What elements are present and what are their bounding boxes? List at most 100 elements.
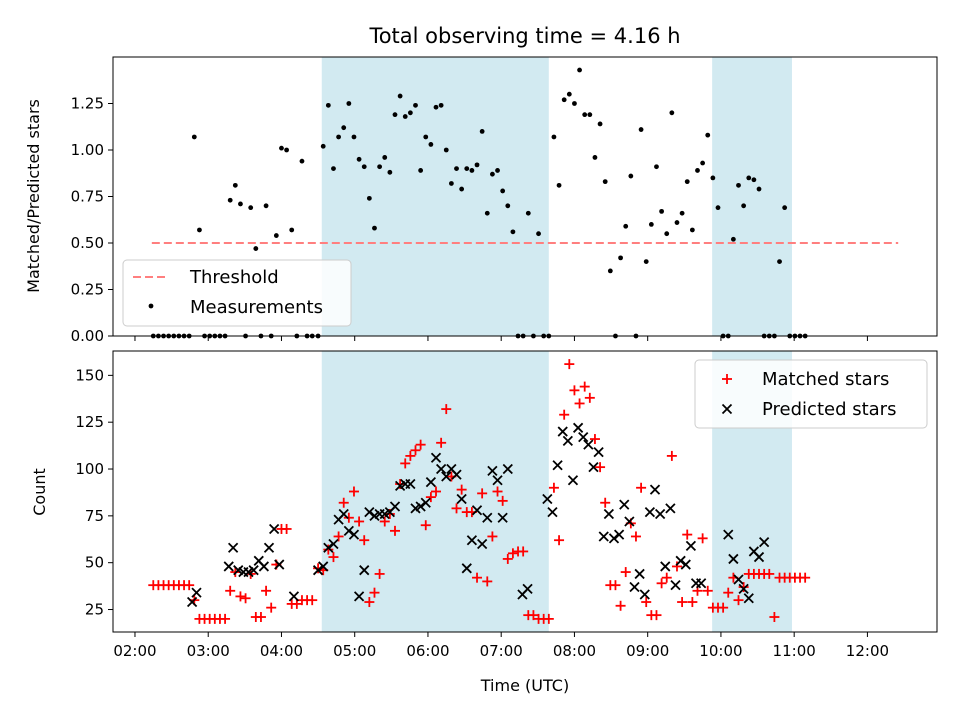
predicted-star-point <box>670 580 681 591</box>
measurement-point <box>607 268 613 274</box>
predicted-star-point <box>619 499 630 510</box>
predicted-star-point <box>696 578 707 589</box>
measurement-point <box>715 205 721 211</box>
predicted-star-point <box>338 508 349 520</box>
measurement-point <box>736 182 741 188</box>
legend-box <box>694 359 928 429</box>
predicted-star-point <box>288 591 300 602</box>
measurement-point <box>361 164 367 170</box>
matched-star-point <box>431 486 442 497</box>
x-tick-label: 11:00 <box>773 642 816 660</box>
measurement-point <box>336 134 341 140</box>
measurement-point <box>592 155 598 160</box>
measurement-point <box>341 125 347 131</box>
matched-star-point <box>328 552 339 563</box>
predicted-star-point <box>665 503 676 514</box>
measurement-point <box>597 121 603 127</box>
measurement-point <box>510 229 516 235</box>
measurement-point <box>433 104 439 110</box>
x-tick-label: 05:00 <box>333 642 376 660</box>
predicted-star-point <box>420 497 431 508</box>
measurement-point <box>299 158 305 164</box>
matched-star-point <box>666 450 677 461</box>
matched-star-point <box>323 544 334 555</box>
measurement-point <box>197 227 202 233</box>
matched-star-point <box>255 612 266 623</box>
matched-star-point <box>733 595 744 606</box>
measurement-point <box>387 169 393 175</box>
predicted-star-point <box>613 529 625 540</box>
matched-star-point <box>610 580 621 591</box>
matched-star-point <box>477 488 488 499</box>
matched-star-point <box>425 492 436 503</box>
legend-threshold-label: Threshold <box>189 267 279 288</box>
measurement-point <box>638 127 644 132</box>
measurement-point <box>490 171 495 177</box>
matched-star-point <box>528 610 539 621</box>
matched-star-point <box>656 578 667 589</box>
matched-star-point <box>410 445 421 456</box>
predicted-star-point <box>675 555 686 566</box>
predicted-star-point <box>343 525 354 536</box>
predicted-star-point <box>685 540 697 551</box>
matched-star-point <box>595 462 606 473</box>
measurement-point <box>700 160 706 166</box>
x-tick-label: 07:00 <box>480 642 523 660</box>
predicted-star-point <box>603 508 615 520</box>
matched-star-point <box>620 567 631 578</box>
measurement-point <box>273 233 279 238</box>
matched-star-point <box>589 434 600 445</box>
measurement-point <box>628 173 634 179</box>
predicted-star-point <box>328 538 339 550</box>
matched-star-point <box>718 602 729 613</box>
matched-star-point <box>379 516 390 527</box>
measurement-point <box>674 220 680 225</box>
predicted-star-point <box>477 538 488 550</box>
predicted-star-point <box>353 591 365 602</box>
predicted-star-point <box>567 475 579 486</box>
matched-star-point <box>374 568 385 579</box>
measurement-point <box>643 259 649 264</box>
predicted-star-point <box>258 561 270 572</box>
measurement-point <box>684 179 690 185</box>
measurement-point <box>454 166 459 172</box>
measurement-point <box>382 155 388 160</box>
predicted-star-point <box>572 422 584 433</box>
matched-star-point <box>497 495 508 506</box>
measurement-point <box>525 210 531 216</box>
x-tick-label: 03:00 <box>187 642 230 660</box>
matched-star-point <box>697 533 708 544</box>
measurement-point <box>279 145 284 151</box>
matched-star-point <box>436 437 447 448</box>
measurement-point <box>448 181 454 186</box>
measurement-point <box>366 195 372 201</box>
matched-star-point <box>507 548 518 559</box>
predicted-star-point <box>654 508 666 520</box>
axes-frame <box>112 56 938 337</box>
predicted-star-point <box>456 493 467 505</box>
y-tick-label: 25 <box>85 601 104 619</box>
measurement-point <box>572 101 577 106</box>
matched-star-point <box>420 520 431 531</box>
predicted-star-point <box>364 506 375 518</box>
predicted-star-point <box>223 561 234 572</box>
measurement-point <box>618 255 623 261</box>
matched-star-point <box>682 529 693 540</box>
measurement-point <box>232 182 238 188</box>
predicted-star-point <box>593 447 604 458</box>
measurement-point <box>418 168 424 173</box>
predicted-star-point <box>269 523 280 535</box>
matched-star-point <box>800 572 811 583</box>
y-tick-label: 100 <box>75 460 104 478</box>
predicted-star-point <box>547 506 558 518</box>
predicted-star-point <box>441 471 452 482</box>
shaded-interval <box>712 57 792 336</box>
x-tick-label: 08:00 <box>553 642 596 660</box>
predicted-star-point <box>471 505 483 516</box>
measurement-point <box>669 110 675 116</box>
measurement-point <box>443 147 449 153</box>
matched-star-point <box>456 484 467 495</box>
y-tick-label: 50 <box>85 554 104 572</box>
y-tick-label: 0.50 <box>71 234 104 252</box>
measurement-point <box>566 91 572 97</box>
